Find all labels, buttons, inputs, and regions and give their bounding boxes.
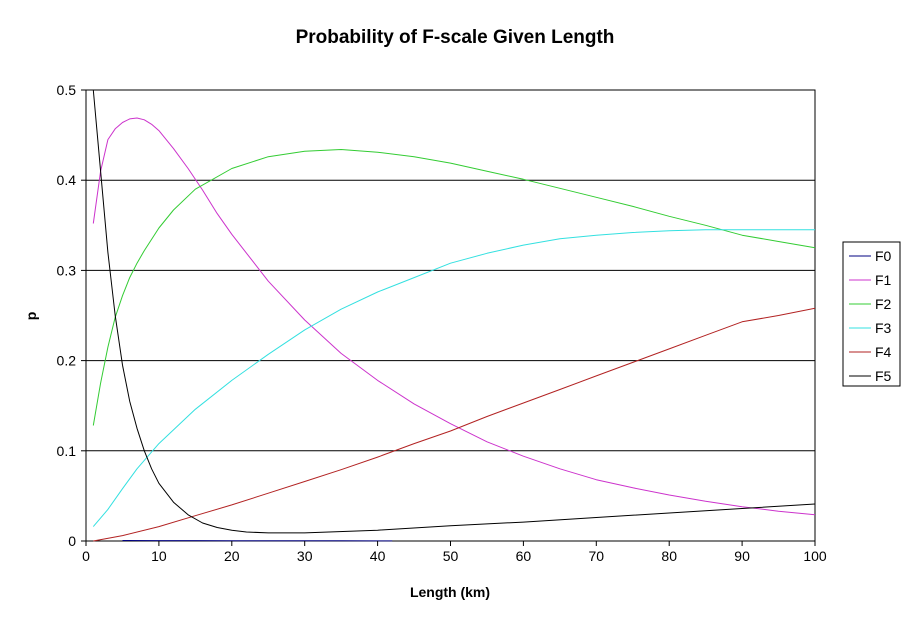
y-axis-title: p (23, 312, 39, 321)
plot-area (85, 89, 816, 542)
x-axis-title: Length (km) (410, 584, 490, 600)
x-tick-label: 10 (151, 548, 167, 564)
legend-label-f4: F4 (875, 344, 892, 360)
series-line-f3 (92, 229, 815, 527)
y-tick-label: 0 (68, 533, 76, 549)
y-tick-label: 0.1 (57, 443, 77, 459)
legend-label-f1: F1 (875, 272, 892, 288)
x-tick-label: 80 (661, 548, 677, 564)
y-tick-label: 0.5 (57, 82, 77, 98)
x-tick-label: 60 (516, 548, 532, 564)
legend-label-f2: F2 (875, 296, 892, 312)
legend-box (842, 241, 901, 387)
x-tick-label: 30 (297, 548, 313, 564)
legend: F0 F1 F2 F3 F4 F5 (842, 241, 901, 387)
legend-label-f0: F0 (875, 248, 892, 264)
x-tick-label: 50 (443, 548, 459, 564)
legend-label-f5: F5 (875, 368, 892, 384)
y-tick-label: 0.3 (57, 262, 77, 278)
legend-label-f3: F3 (875, 320, 892, 336)
chart-title: Probability of F-scale Given Length (296, 27, 615, 48)
x-tick-label: 40 (370, 548, 386, 564)
axis-ticks: 0 10 20 30 40 50 60 70 80 90 100 0 0.1 0.2 0.3 0.4 0.5 (57, 82, 827, 564)
series-line-f1 (92, 117, 816, 516)
x-tick-label: 90 (734, 548, 750, 564)
x-tick-label: 20 (224, 548, 240, 564)
x-tick-label: 0 (82, 548, 90, 564)
series-line-f4 (93, 307, 816, 542)
x-tick-label: 100 (803, 548, 827, 564)
series-line-f5 (92, 89, 816, 534)
y-tick-label: 0.2 (57, 353, 77, 369)
y-tick-label: 0.4 (57, 172, 77, 188)
series-line-f2 (92, 149, 816, 426)
grid-lines (86, 179, 815, 452)
x-tick-label: 70 (589, 548, 605, 564)
series-layer (92, 89, 816, 542)
